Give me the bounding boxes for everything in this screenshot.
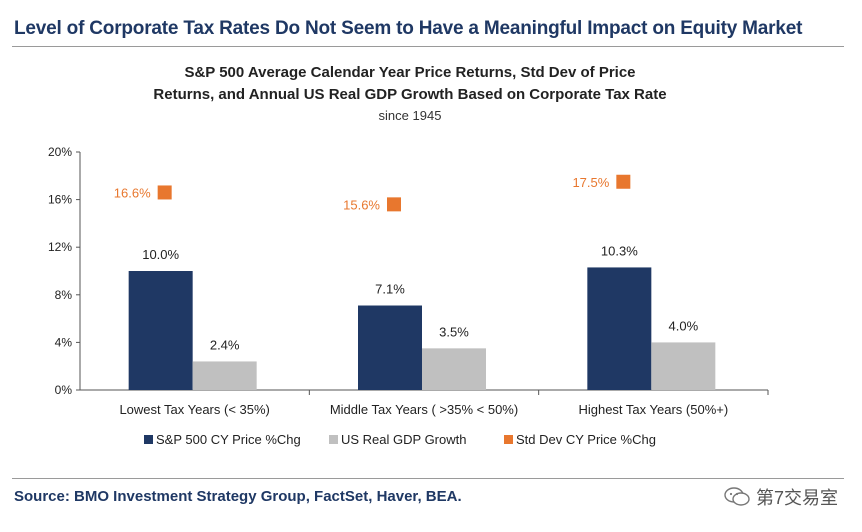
bar <box>651 342 716 390</box>
chart-subtitle: since 1945 <box>378 108 442 123</box>
marker <box>157 185 172 200</box>
bar-data-label: 4.0% <box>669 318 699 333</box>
chart-title-line-2: Returns, and Annual US Real GDP Growth B… <box>153 86 667 103</box>
x-tick-label: Lowest Tax Years (< 35%) <box>119 402 269 417</box>
legend-swatch <box>329 435 338 444</box>
legend-swatch <box>144 435 153 444</box>
wechat-icon <box>724 487 750 507</box>
y-tick-label: 12% <box>48 240 72 254</box>
legend-label: Std Dev CY Price %Chg <box>516 432 656 447</box>
marker-data-label: 17.5% <box>572 175 609 190</box>
bar <box>587 267 652 390</box>
source-divider <box>12 478 844 479</box>
y-tick-label: 0% <box>55 383 73 397</box>
source-note: Source: BMO Investment Strategy Group, F… <box>14 488 462 505</box>
bar-data-label: 3.5% <box>439 324 469 339</box>
y-tick-label: 8% <box>55 288 73 302</box>
page-headline: Level of Corporate Tax Rates Do Not Seem… <box>14 18 803 39</box>
legend-swatch <box>504 435 513 444</box>
bar <box>192 361 257 390</box>
y-tick-label: 20% <box>48 145 72 159</box>
legend-label: US Real GDP Growth <box>341 432 466 447</box>
bar-data-label: 7.1% <box>375 282 405 297</box>
chart-title-line-1: S&P 500 Average Calendar Year Price Retu… <box>184 64 636 81</box>
bar-data-label: 10.0% <box>142 247 179 262</box>
bar-data-label: 10.3% <box>601 243 638 258</box>
headline-divider <box>12 46 844 47</box>
y-tick-label: 4% <box>55 335 73 349</box>
marker <box>387 197 401 212</box>
bar-data-label: 2.4% <box>210 337 240 352</box>
marker <box>616 174 631 189</box>
x-tick-label: Highest Tax Years (50%+) <box>578 402 728 417</box>
bar <box>422 348 486 390</box>
legend-label: S&P 500 CY Price %Chg <box>156 432 301 447</box>
watermark: 第7交易室 <box>724 484 838 510</box>
x-tick-label: Middle Tax Years ( >35% < 50%) <box>330 402 518 417</box>
marker-data-label: 15.6% <box>343 197 380 212</box>
bar <box>358 305 422 390</box>
watermark-text: 第7交易室 <box>755 488 838 508</box>
marker-data-label: 16.6% <box>114 185 151 200</box>
bar <box>128 271 193 390</box>
y-tick-label: 16% <box>48 193 72 207</box>
